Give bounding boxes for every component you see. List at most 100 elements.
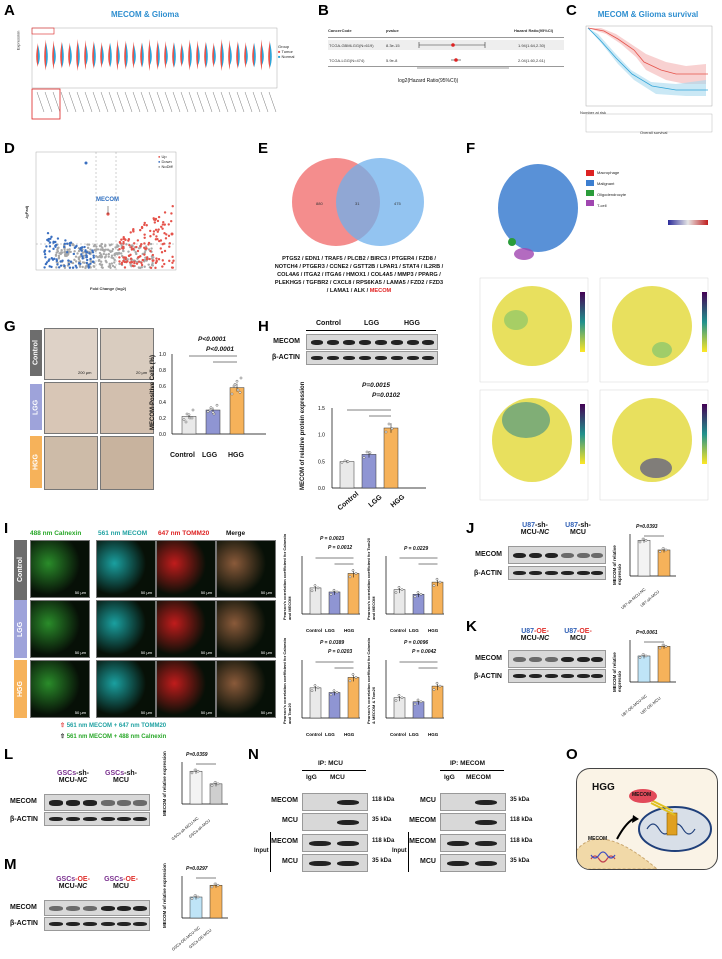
volcano-point-down [74, 245, 77, 249]
violin-normal [262, 45, 264, 65]
panel-n-right-kda4: 35 kDa [510, 858, 530, 864]
panel-i-tile-r1-c2: 50 μm [96, 540, 156, 598]
data-point [387, 422, 391, 426]
volcano-point-nodiff [99, 260, 103, 263]
data-point [348, 679, 352, 683]
panel-g-ylabel: MECOM-Positive Cells (%) [150, 354, 156, 430]
volcano-point-nodiff [143, 265, 146, 268]
panel-i-xtick: LGG [325, 628, 335, 633]
data-point [664, 644, 668, 648]
volcano-point-nodiff [118, 262, 121, 266]
volcano-point-up [143, 253, 146, 256]
violin-normal [270, 42, 272, 68]
volcano-point-nodiff [144, 256, 147, 259]
data-point [400, 588, 404, 591]
volcano-point-up [123, 266, 127, 269]
data-point [211, 411, 215, 414]
volcano-point-up [160, 225, 163, 229]
data-point [661, 643, 665, 647]
panel-c-risk-label: Number at risk [580, 110, 607, 115]
volcano-point-up [122, 235, 125, 239]
bar [347, 573, 360, 615]
volcano-point-up [120, 238, 123, 241]
panel-n-left-row3: MECOM [271, 838, 298, 845]
volcano-point-up [144, 247, 147, 251]
data-point [210, 784, 214, 787]
volcano-point-down [44, 256, 47, 259]
volcano-point-up [152, 233, 155, 236]
violin-xtick [52, 91, 61, 113]
panel-n-left-blot2 [302, 813, 368, 831]
volcano-point-up [139, 244, 142, 248]
volcano-point-down [57, 266, 61, 269]
volcano-point-up [155, 260, 158, 264]
volcano-point-down [63, 242, 67, 246]
panel-n-right-row4: MCU [420, 858, 436, 865]
volcano-point-up [137, 255, 141, 259]
volcano-point-down [80, 249, 83, 252]
panel-m-group1: GSCs-OE- MCU-NC [56, 876, 90, 890]
volcano-point-nodiff [60, 248, 63, 252]
violin-normal [142, 42, 144, 68]
data-point [332, 689, 336, 693]
data-point [184, 420, 188, 424]
panel-i-group-hgg: HGG [14, 660, 27, 718]
data-point [390, 427, 394, 431]
volcano-point-down [50, 265, 53, 269]
panel-i-chart-plot [301, 556, 360, 615]
bar [309, 687, 322, 719]
panel-label-a: A [4, 2, 15, 19]
violin-normal [70, 45, 72, 65]
data-point [658, 550, 662, 553]
panel-n-left-row1: MECOM [271, 797, 298, 804]
violin-tumor [252, 43, 254, 67]
volcano-point-up [151, 259, 154, 262]
volcano-point-down [46, 238, 49, 242]
panel-a-legend-normal: ■ Normal [278, 54, 295, 59]
panel-g-ytick: 1.0 [159, 352, 166, 358]
data-point [196, 769, 200, 773]
violin-xtick [268, 91, 277, 113]
violin-normal [94, 42, 96, 68]
volcano-point-up [161, 265, 164, 268]
panel-i-legend1: ⇧ 561 nm MECOM + 647 nm TOMM20 [60, 723, 167, 729]
panel-l-blot-actin [44, 812, 150, 826]
volcano-point-nodiff [57, 256, 61, 259]
volcano-point-up [157, 258, 161, 261]
volcano-point-up [136, 239, 140, 242]
volcano-point-nodiff [102, 252, 106, 256]
panel-b-row2-hr: 2.04(1.60,2.61) [518, 58, 546, 63]
data-point [394, 699, 398, 702]
panel-g-micro-control-low [44, 328, 98, 380]
panel-n-right-row3: MECOM [409, 838, 436, 845]
panel-b-row1-code: TCGA-GBMLGG(N=619) [329, 43, 374, 48]
panel-i-chart-4: Control LGG HGG [385, 660, 444, 737]
panel-a-violin-chart [31, 27, 278, 120]
volcano-point-down [68, 266, 72, 269]
panel-h-p1: P=0.0015 [362, 382, 391, 389]
volcano-point-down [65, 251, 69, 254]
volcano-point-down [45, 245, 48, 248]
volcano-point-up [161, 223, 165, 226]
volcano-point-up [129, 257, 133, 260]
volcano-point-down [71, 266, 75, 269]
volcano-point-down [81, 257, 84, 260]
panel-g-x-lgg: LGG [202, 452, 218, 459]
panel-b-header-hr: Hazard Ratio(95%CI) [514, 28, 554, 33]
panel-n-right-blot3 [440, 834, 506, 852]
volcano-point-up [167, 234, 171, 238]
panel-i-legend2: ⇧ 561 nm MECOM + 488 nm Calnexin [60, 734, 167, 740]
panel-n-left-lane1: IgG [306, 774, 317, 781]
volcano-point-up [141, 258, 144, 262]
violin-normal [78, 42, 80, 68]
volcano-point-nodiff [96, 248, 100, 251]
volcano-point-down [59, 264, 63, 267]
volcano-point-nodiff [101, 246, 104, 249]
volcano-point-up [137, 260, 141, 263]
volcano-point-down [83, 245, 86, 249]
violin-tumor [124, 40, 126, 70]
volcano-point-down [65, 242, 69, 245]
volcano-point-down [59, 260, 62, 263]
volcano-point-nodiff [86, 246, 90, 250]
panel-m-row-actin: β-ACTIN [10, 920, 38, 927]
